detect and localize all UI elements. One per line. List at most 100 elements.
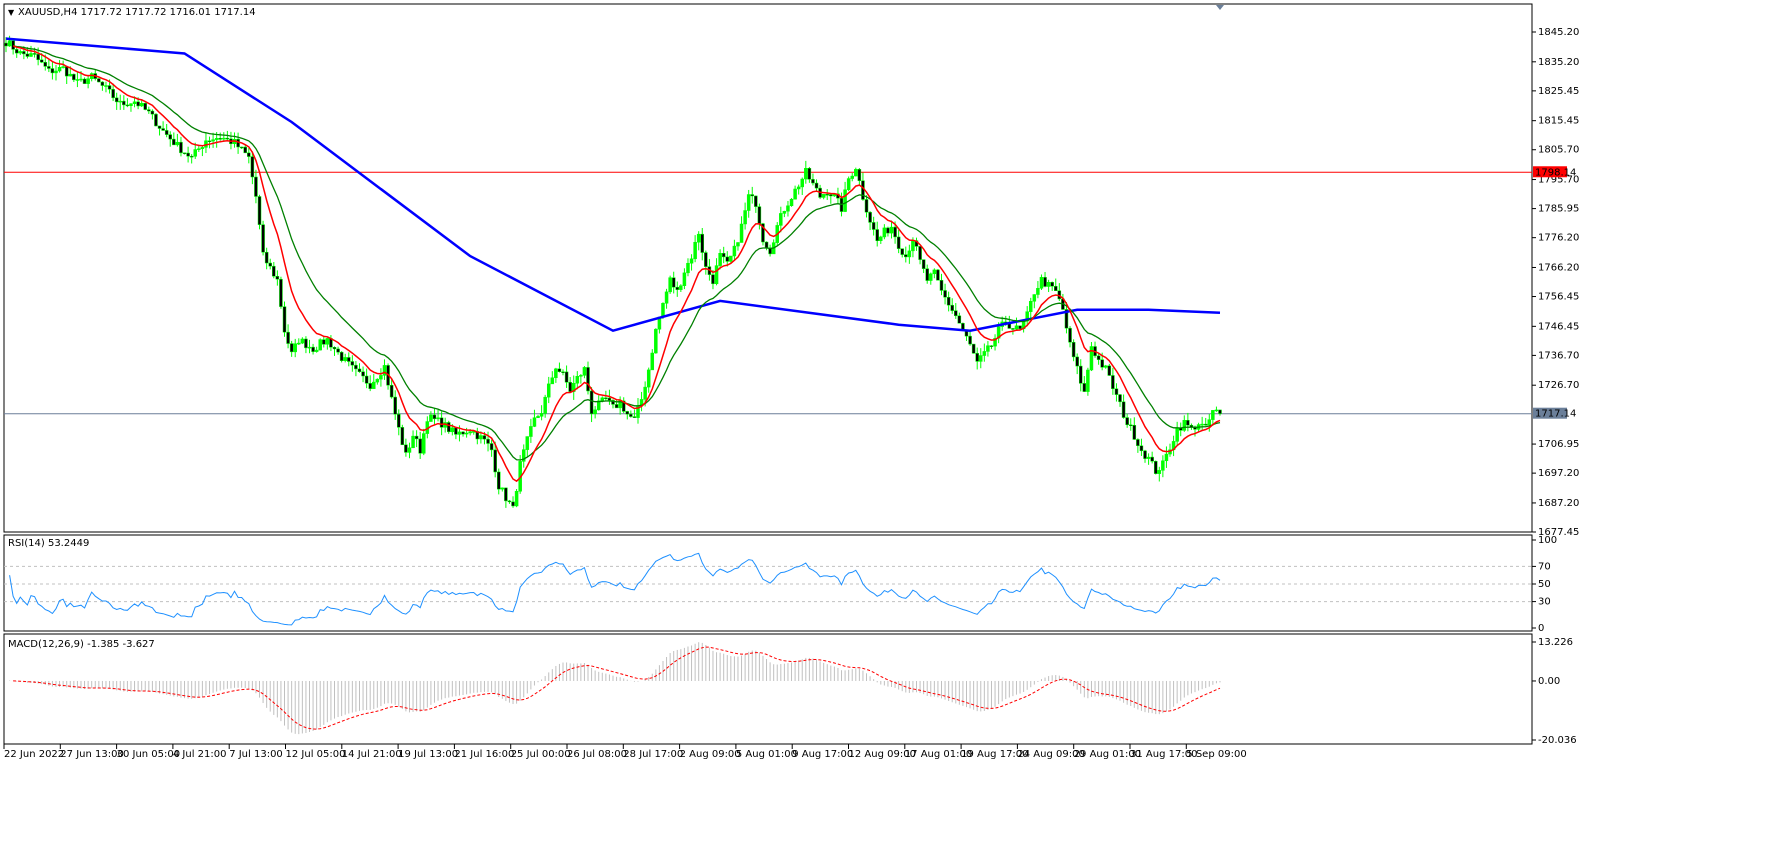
candle-body <box>911 240 915 252</box>
candle-body <box>850 175 854 179</box>
candle-body <box>1203 423 1208 426</box>
candle-body <box>336 348 340 353</box>
candle-body <box>461 431 465 435</box>
candle-body <box>1075 356 1079 367</box>
candle-body <box>75 79 80 81</box>
candle-body <box>693 241 697 260</box>
price-tick-label: 1805.70 <box>1538 145 1579 156</box>
candle-body <box>18 51 23 54</box>
candle-body <box>357 368 362 372</box>
candle-body <box>136 101 140 107</box>
rsi-tick-label: 100 <box>1538 535 1557 546</box>
candle-body <box>814 182 819 189</box>
price-tick-label: 1726.70 <box>1538 380 1579 391</box>
resistance-price-label: 1798.14 <box>1535 167 1576 178</box>
candle-body <box>1054 285 1058 291</box>
candle-body <box>511 501 515 507</box>
candle-body <box>186 152 190 157</box>
candle-body <box>696 233 701 243</box>
candle-body <box>568 382 572 392</box>
macd-panel[interactable]: MACD(12,26,9) -1.385 -3.627 13.226 0.00 -2… <box>3 633 1577 746</box>
price-tick-label: 1785.95 <box>1538 204 1579 215</box>
candle-body <box>354 364 358 370</box>
rsi-tick-label: 50 <box>1538 579 1551 590</box>
candle-body <box>1182 420 1187 431</box>
time-label: 5 Sep 09:00 <box>1186 749 1246 760</box>
candle-body <box>14 49 19 54</box>
candle-body <box>382 365 387 376</box>
candle-body <box>182 152 187 155</box>
candle-body <box>718 253 722 266</box>
candle-body <box>796 186 801 190</box>
price-tick-label: 1835.20 <box>1538 57 1579 68</box>
candle-body <box>318 339 322 351</box>
candle-body <box>247 152 251 157</box>
candle-body <box>521 449 526 462</box>
candle-body <box>411 435 415 449</box>
candle-body <box>122 100 126 106</box>
candle-body <box>347 357 351 362</box>
resistance-price-tag <box>1533 166 1567 178</box>
candle-body <box>1082 383 1087 392</box>
candle-body <box>114 97 119 103</box>
candle-body <box>700 233 705 253</box>
candle-body <box>214 138 219 140</box>
candle-body <box>25 53 30 57</box>
candle-body <box>1114 388 1119 395</box>
candle-body <box>97 78 101 83</box>
candle-body <box>600 397 605 402</box>
candle-body <box>1014 325 1019 330</box>
candle-body <box>550 377 555 385</box>
candle-body <box>854 169 858 177</box>
candle-body <box>789 198 794 207</box>
candle-body <box>1139 445 1144 452</box>
candle-body <box>971 343 976 354</box>
candle-body <box>536 416 540 418</box>
candle-body <box>72 73 76 81</box>
candle-body <box>297 342 301 345</box>
price-tick-label: 1687.20 <box>1538 498 1579 509</box>
candle-body <box>725 256 730 262</box>
candle-body <box>675 286 680 290</box>
candle-body <box>107 85 112 90</box>
candle-body <box>779 213 783 226</box>
candle-body <box>22 51 26 55</box>
candle-body <box>304 338 308 349</box>
macd-panel-frame <box>3 633 1533 745</box>
time-label: 27 Jun 13:00 <box>60 749 124 760</box>
candle-body <box>286 331 290 344</box>
menu-glyph[interactable]: ▼ <box>8 8 15 17</box>
candle-body <box>939 280 944 291</box>
candle-body <box>1157 470 1162 474</box>
candle-body <box>1068 327 1072 343</box>
candle-body <box>1218 409 1222 414</box>
time-label: 24 Aug 09:00 <box>1017 749 1084 760</box>
rsi-series <box>9 552 1221 626</box>
candle-body <box>32 53 37 55</box>
candle-body <box>161 128 165 131</box>
candle-body <box>554 368 558 379</box>
rsi-panel[interactable]: RSI(14) 53.2449 100 70 50 30 0 <box>3 534 1557 634</box>
candle-body <box>189 155 194 158</box>
candle-body <box>111 89 115 99</box>
candle-body <box>782 210 787 214</box>
price-panel[interactable]: ▼ XAUUSD,H4 1717.72 1717.72 1716.01 1717… <box>3 3 1579 538</box>
candle-body <box>586 367 590 392</box>
candle-body <box>993 337 997 347</box>
candle-body <box>539 413 544 417</box>
candle-body <box>736 242 740 247</box>
candle-body <box>68 73 73 77</box>
price-tick-label: 1845.20 <box>1538 27 1579 38</box>
candle-body <box>661 303 665 318</box>
price-tick-label: 1677.45 <box>1538 527 1579 538</box>
price-tick-label: 1815.45 <box>1538 116 1579 127</box>
candle-body <box>211 139 215 142</box>
candle-body <box>843 189 847 212</box>
candle-body <box>1186 420 1190 426</box>
candle-body <box>1071 341 1076 358</box>
candle-body <box>611 400 615 405</box>
candle-body <box>239 146 244 149</box>
candle-body <box>1200 423 1204 426</box>
candle-body <box>4 42 8 47</box>
